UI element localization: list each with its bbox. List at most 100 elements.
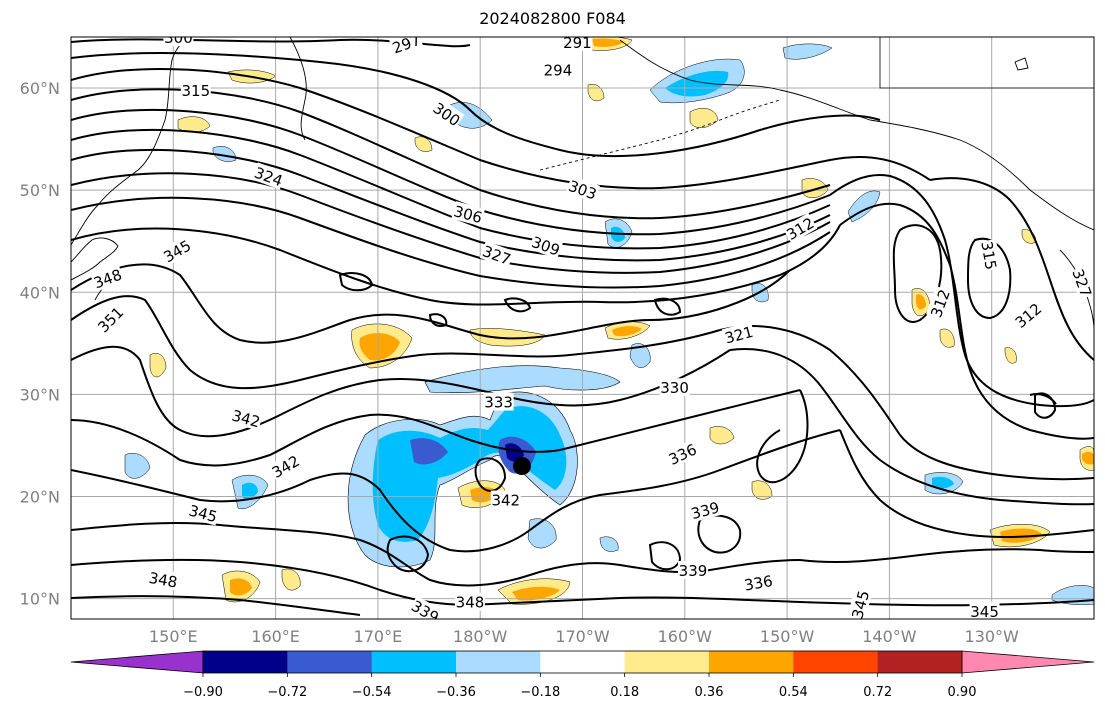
colorbar-tick-label: 0.36 <box>695 685 724 700</box>
lon-tick-label: 160°W <box>658 627 713 646</box>
shading-blue-light <box>449 102 493 129</box>
shading-blue-light <box>629 343 651 368</box>
contour-line-closed <box>648 541 682 571</box>
longitude-axis: 150°E 160°E 170°E 180°W 170°W 160°W 150°W 140°W… <box>149 627 1019 646</box>
contour-label-bg <box>163 37 194 47</box>
contour-line <box>71 172 831 274</box>
contour-line <box>71 128 831 250</box>
shading-yellow <box>149 352 167 378</box>
lat-tick-label: 20°N <box>20 487 60 506</box>
colorbar-outline <box>202 650 963 674</box>
contour-label: 348 <box>454 592 485 612</box>
lat-tick-label: 10°N <box>20 590 60 609</box>
lon-tick-label: 140°W <box>862 627 917 646</box>
contour-label-bg <box>490 490 521 509</box>
chart-title: 2024082800 F084 <box>479 9 626 28</box>
colorbar-segment <box>877 651 963 673</box>
contour-line <box>71 52 881 158</box>
contour-line <box>71 558 1094 607</box>
colorbar-segment <box>624 651 710 673</box>
shading-blue-mid <box>242 482 258 500</box>
lat-tick-label: 50°N <box>20 181 60 200</box>
shading-yellow <box>469 328 546 347</box>
shading-blue-light <box>124 452 151 479</box>
contour-label-text: 336 <box>743 572 774 595</box>
shading-blue-light <box>782 43 833 60</box>
contour-label-bg <box>180 81 211 100</box>
shading-yellow <box>709 426 735 445</box>
contour-line <box>71 88 831 220</box>
contour-label-bg <box>969 601 1000 619</box>
shading-orange <box>230 578 252 596</box>
shading-yellow <box>414 136 433 152</box>
contour-line-closed <box>428 313 448 327</box>
border-alaska-canada <box>879 37 1094 89</box>
colorbar-segment <box>287 651 373 673</box>
contour-label-text: 345 <box>970 603 999 621</box>
contour-label-text: 315 <box>181 82 210 100</box>
lon-tick-label: 150°E <box>149 627 198 646</box>
colorbar-segment <box>540 651 626 673</box>
coastline-alaska-canada <box>619 39 1094 231</box>
colorbar-segment <box>709 651 794 673</box>
contour-label-bg <box>926 285 954 321</box>
contour-line-closed <box>1034 392 1057 419</box>
contour-label-bg <box>186 500 221 526</box>
contour-line <box>799 548 1094 564</box>
colorbar-tick-label: −0.72 <box>267 685 307 700</box>
colorbar-tick-label: −0.18 <box>520 685 560 700</box>
contour-line <box>71 196 831 289</box>
shading-orange <box>512 586 560 601</box>
lon-tick-label: 160°E <box>251 627 300 646</box>
contour-line <box>1029 393 1057 405</box>
coastline-kamchatka <box>289 37 307 141</box>
lon-tick-label: 180°W <box>453 627 508 646</box>
contour-label-bg <box>542 60 573 79</box>
contour-line-closed <box>386 535 430 573</box>
latitude-axis: 10°N 20°N 30°N 40°N 50°N 60°N <box>20 79 60 609</box>
contour-line <box>71 429 841 553</box>
contour-label-text: 348 <box>456 594 485 612</box>
lat-tick-label: 60°N <box>20 79 60 98</box>
contour-label-bg <box>1069 265 1094 300</box>
contour-line <box>719 325 1094 481</box>
contour-label-bg <box>251 162 286 190</box>
coastline-asia <box>71 37 189 246</box>
colorbar-segment <box>371 651 457 673</box>
lon-tick-label: 170°W <box>555 627 610 646</box>
colorbar-tick-label: 0.90 <box>948 685 977 700</box>
lat-tick-label: 40°N <box>20 283 60 302</box>
contour-label-text: 333 <box>484 394 513 412</box>
contour-label-text: 315 <box>977 240 1000 271</box>
colorbar-tick-label: 0.18 <box>610 685 639 700</box>
contour-line <box>71 389 801 467</box>
shading-orange <box>592 38 624 47</box>
colorbar-segment <box>793 651 879 673</box>
contour-label-bg <box>90 264 125 292</box>
contour-line <box>929 177 1094 361</box>
contour-label-bg <box>389 37 424 57</box>
shading-orange <box>1082 451 1094 465</box>
contour-label-text: 339 <box>679 562 708 580</box>
contour-line <box>71 148 831 262</box>
contour-label: 291 <box>562 37 593 52</box>
contour-label: 294 <box>542 60 573 80</box>
contour-label-text: 348 <box>147 569 178 592</box>
contour-line <box>71 224 841 306</box>
contour-line-closed <box>474 457 507 492</box>
contour-label: 315 <box>977 238 1002 272</box>
contour-label-bg <box>451 201 486 227</box>
contour-label: 315 <box>180 81 211 100</box>
shading-orange <box>359 333 400 361</box>
contour-line <box>71 345 731 438</box>
contour-label-text: 294 <box>544 62 573 80</box>
colorbar-tick-label: 0.72 <box>863 685 892 700</box>
shading-orange <box>916 294 926 310</box>
contour-label-bg <box>454 592 485 611</box>
contour-line <box>71 67 931 190</box>
contour-line <box>756 389 809 484</box>
colorbar-tick-label: −0.54 <box>352 685 392 700</box>
colorbar-segment <box>203 651 288 673</box>
contour-label: 348 <box>146 567 180 592</box>
